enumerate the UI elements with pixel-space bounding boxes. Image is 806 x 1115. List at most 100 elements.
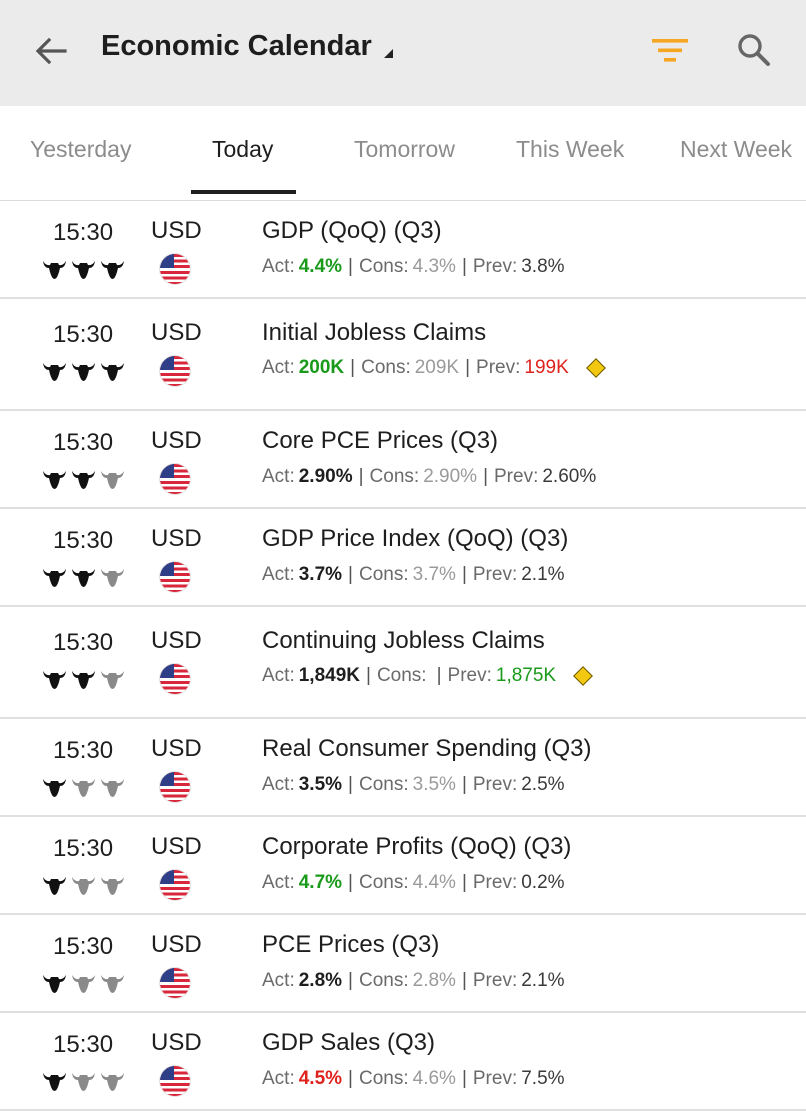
bull-icon — [42, 668, 67, 690]
actual-label: Act: — [262, 1068, 295, 1089]
previous-label: Prev: — [472, 256, 518, 277]
consensus-value: 209K — [414, 357, 460, 378]
event-stats: Act: 3.7% | Cons: 3.7% | Prev: 2.1% — [262, 564, 565, 586]
bull-icon — [71, 874, 96, 896]
bull-icon — [71, 776, 96, 798]
separator: | — [348, 970, 353, 991]
bull-icon — [42, 566, 67, 588]
bull-icon — [71, 566, 96, 588]
filter-icon — [652, 39, 688, 62]
event-time: 15:30 — [53, 629, 114, 656]
event-name: GDP (QoQ) (Q3) — [262, 217, 442, 244]
event-row[interactable]: 15:30 USD Real Consumer Spending (Q3) Act: 3… — [0, 719, 806, 817]
tab-yesterday[interactable]: Yesterday — [30, 136, 132, 162]
us-flag-icon — [160, 356, 190, 386]
date-tabs: Yesterday Today Tomorrow This Week Next … — [0, 106, 806, 201]
event-stats: Act: 4.7% | Cons: 4.4% | Prev: 0.2% — [262, 872, 565, 894]
event-stats: Act: 4.5% | Cons: 4.6% | Prev: 7.5% — [262, 1068, 565, 1090]
event-name: Core PCE Prices (Q3) — [262, 427, 499, 454]
event-row[interactable]: 15:30 USD Core PCE Prices (Q3) Act: 2.90% | Co… — [0, 411, 806, 509]
consensus-value: 3.5% — [412, 774, 456, 795]
consensus-label: Cons: — [361, 357, 411, 378]
importance-indicator — [42, 874, 125, 896]
previous-value: 199K — [524, 357, 569, 378]
event-row[interactable]: 15:30 USD PCE Prices (Q3) Act: 2.8% | Cons: 2.8… — [0, 915, 806, 1013]
event-row[interactable]: 15:30 USD Corporate Profits (QoQ) (Q3) Act:… — [0, 817, 806, 915]
previous-value: 1,875K — [495, 665, 557, 686]
search-button[interactable] — [728, 24, 780, 76]
tab-today[interactable]: Today — [212, 136, 274, 162]
actual-value: 4.7% — [298, 872, 343, 893]
filter-button[interactable] — [644, 28, 696, 72]
event-row[interactable]: 15:30 USD GDP Sales (Q3) Act: 4.5% | Cons: 4.6%… — [0, 1013, 806, 1111]
importance-indicator — [42, 776, 125, 798]
event-row[interactable]: 15:30 USD GDP (QoQ) (Q3) Act: 4.4% | Cons: 4.3%… — [0, 201, 806, 299]
bull-icon — [42, 972, 67, 994]
tab-tomorrow[interactable]: Tomorrow — [354, 136, 455, 162]
event-stats: Act: 2.8% | Cons: 2.8% | Prev: 2.1% — [262, 970, 565, 992]
event-stats: Act: 3.5% | Cons: 3.5% | Prev: 2.5% — [262, 774, 565, 796]
bull-icon — [71, 668, 96, 690]
previous-value: 7.5% — [521, 1068, 565, 1089]
bull-icon — [100, 360, 125, 382]
event-stats: Act: 200K | Cons: 209K | Prev: 199K — [262, 357, 606, 379]
consensus-label: Cons: — [358, 872, 409, 893]
bull-icon — [71, 972, 96, 994]
event-name: Corporate Profits (QoQ) (Q3) — [262, 833, 572, 860]
previous-label: Prev: — [447, 665, 492, 686]
event-currency: USD — [151, 735, 202, 762]
previous-label: Prev: — [472, 564, 518, 585]
event-time: 15:30 — [53, 321, 114, 348]
bull-icon — [71, 360, 96, 382]
event-currency: USD — [151, 525, 202, 552]
previous-value: 2.5% — [521, 774, 565, 795]
tab-next-week[interactable]: Next Week — [680, 136, 793, 162]
event-name: Continuing Jobless Claims — [262, 627, 545, 654]
event-currency: USD — [151, 931, 202, 958]
separator: | — [348, 872, 353, 893]
separator: | — [461, 256, 467, 277]
separator: | — [348, 564, 353, 585]
event-name: GDP Price Index (QoQ) (Q3) — [262, 525, 569, 552]
actual-value: 1,849K — [298, 665, 361, 686]
importance-indicator — [42, 566, 125, 588]
importance-indicator — [42, 668, 125, 690]
bull-icon — [100, 258, 125, 280]
actual-label: Act: — [262, 970, 295, 991]
separator: | — [465, 357, 471, 378]
event-currency: USD — [151, 217, 202, 244]
page-title-dropdown[interactable]: Economic Calendar — [101, 30, 393, 63]
event-row[interactable]: 15:30 USD Initial Jobless Claims Act: 200K | C… — [0, 299, 806, 411]
consensus-label: Cons: — [358, 970, 409, 991]
separator: | — [483, 466, 488, 487]
actual-value: 200K — [298, 357, 345, 378]
separator: | — [348, 774, 353, 795]
consensus-value: 4.6% — [412, 1068, 456, 1089]
previous-value: 2.1% — [521, 970, 565, 991]
revised-diamond-icon — [573, 666, 594, 686]
separator: | — [461, 774, 467, 795]
search-icon — [738, 34, 770, 66]
bull-icon — [100, 1070, 125, 1092]
event-name: PCE Prices (Q3) — [262, 931, 440, 958]
us-flag-icon — [160, 968, 190, 998]
importance-indicator — [42, 360, 125, 382]
consensus-value: 2.8% — [412, 970, 456, 991]
separator: | — [348, 256, 353, 277]
previous-label: Prev: — [476, 357, 521, 378]
consensus-value: 4.4% — [412, 872, 456, 893]
event-currency: USD — [151, 627, 202, 654]
us-flag-icon — [160, 562, 190, 592]
separator: | — [461, 1068, 467, 1089]
separator: | — [436, 665, 442, 686]
tab-this-week[interactable]: This Week — [516, 136, 625, 162]
event-row[interactable]: 15:30 USD GDP Price Index (QoQ) (Q3) Act: 3.… — [0, 509, 806, 607]
event-row[interactable]: 15:30 USD Continuing Jobless Claims Act: 1,8… — [0, 607, 806, 719]
event-name: Real Consumer Spending (Q3) — [262, 735, 592, 762]
bull-icon — [71, 468, 96, 490]
event-time: 15:30 — [53, 835, 114, 862]
back-button[interactable] — [26, 26, 76, 76]
actual-label: Act: — [262, 872, 295, 893]
event-currency: USD — [151, 319, 202, 346]
event-currency: USD — [151, 833, 202, 860]
